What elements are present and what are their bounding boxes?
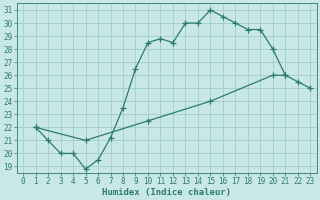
X-axis label: Humidex (Indice chaleur): Humidex (Indice chaleur) <box>102 188 231 197</box>
